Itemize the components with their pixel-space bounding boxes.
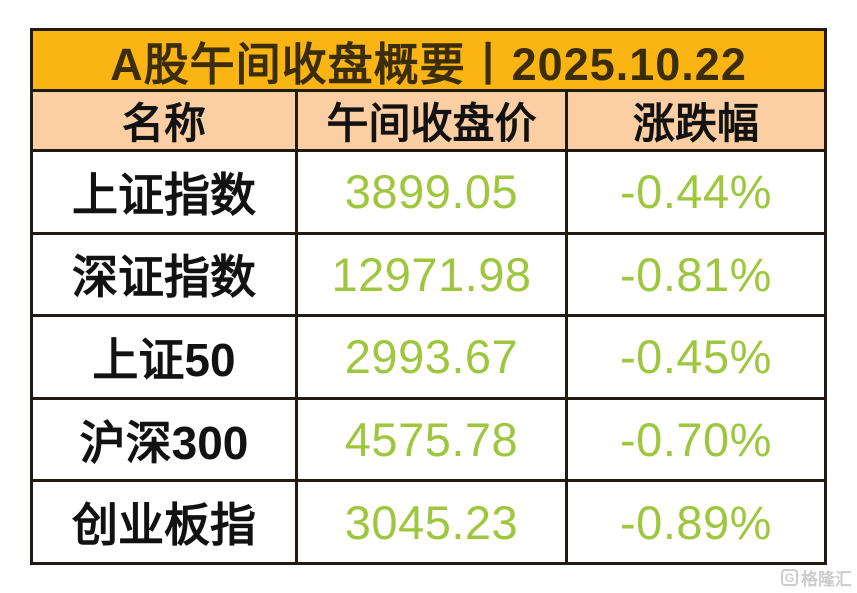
watermark-label: 格隆汇	[801, 570, 852, 589]
table-row: 上证指数 3899.05 -0.44%	[33, 149, 824, 232]
table-title: A股午间收盘概要丨2025.10.22	[33, 31, 824, 92]
header-price: 午间收盘价	[295, 92, 565, 149]
index-name: 上证指数	[72, 168, 256, 221]
index-change: -0.89%	[565, 482, 824, 562]
watermark: G 格隆汇	[781, 565, 852, 590]
index-price: 3045.23	[295, 482, 565, 562]
index-change: -0.45%	[565, 317, 824, 397]
header-change: 涨跌幅	[565, 92, 824, 149]
index-change: -0.44%	[565, 152, 824, 232]
index-name: 沪深300	[79, 416, 249, 469]
index-price: 2993.67	[295, 317, 565, 397]
table-row: 沪深300 4575.78 -0.70%	[33, 396, 824, 480]
gelonghui-logo-icon: G	[781, 569, 798, 586]
index-name: 创业板指	[72, 499, 256, 552]
index-change: -0.81%	[565, 234, 824, 315]
summary-table: A股午间收盘概要丨2025.10.22 名称 午间收盘价 涨跌幅 上证指数 38…	[30, 28, 827, 565]
index-price: 3899.05	[295, 152, 565, 232]
table-header-row: 名称 午间收盘价 涨跌幅	[33, 92, 824, 149]
table-row: 上证50 2993.67 -0.45%	[33, 314, 824, 397]
index-name: 深证指数	[72, 251, 256, 304]
index-price: 4575.78	[295, 399, 565, 480]
table-row: 深证指数 12971.98 -0.81%	[33, 231, 824, 315]
index-name: 上证50	[92, 333, 236, 386]
index-change: -0.70%	[565, 399, 824, 480]
table-row: 创业板指 3045.23 -0.89%	[33, 479, 824, 562]
index-price: 12971.98	[295, 234, 565, 315]
header-name: 名称	[121, 100, 206, 147]
